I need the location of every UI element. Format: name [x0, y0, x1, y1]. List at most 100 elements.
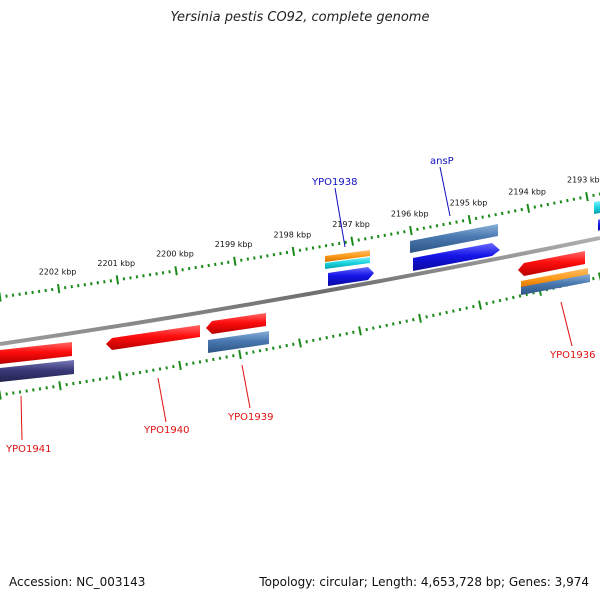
- scale-label: 2197 kbp: [332, 220, 370, 229]
- outer-scale-minor-tick: [214, 262, 217, 267]
- inner-scale-minor-tick: [258, 349, 262, 353]
- inner-scale-minor-tick: [225, 355, 228, 359]
- inner-scale-minor-tick: [85, 379, 88, 384]
- gene-ypo1939-feature[interactable]: [206, 313, 269, 353]
- inner-scale-minor-tick: [345, 331, 348, 336]
- inner-scale-minor-tick: [218, 356, 222, 360]
- gene-cyan-edge: [594, 201, 600, 214]
- inner-scale-minor-tick: [265, 347, 268, 352]
- inner-scale-minor-tick: [165, 366, 168, 370]
- inner-scale-minor-tick: [492, 300, 495, 304]
- outer-scale-minor-tick: [70, 285, 73, 289]
- gene-label-ansp[interactable]: ansP: [430, 156, 454, 167]
- outer-scale-minor-tick: [513, 209, 517, 213]
- label-leaders: [20, 166, 573, 441]
- gene-red-arrow: [518, 251, 585, 276]
- outer-scale-minor-tick: [396, 231, 400, 235]
- inner-scale-minor-tick: [425, 315, 428, 319]
- gene-ypo1936-feature[interactable]: [518, 251, 590, 295]
- outer-scale-minor-tick: [344, 240, 347, 244]
- outer-scale-minor-tick: [487, 214, 491, 218]
- inner-scale-minor-tick: [212, 357, 215, 362]
- gene-label-ypo1938[interactable]: YPO1938: [311, 177, 357, 188]
- outer-scale-minor-tick: [331, 242, 334, 247]
- outer-scale-major-tick: [291, 246, 296, 256]
- outer-scale-minor-tick: [533, 205, 537, 209]
- gene-ypo1941-feature[interactable]: [0, 342, 74, 382]
- inner-scale-minor-tick: [185, 362, 188, 366]
- map-title: Yersinia pestis CO92, complete genome: [170, 10, 430, 25]
- gene-blue-arrow: [413, 243, 500, 271]
- gene-label-ypo1940[interactable]: YPO1940: [143, 425, 189, 436]
- inner-scale-minor-tick: [505, 297, 508, 301]
- outer-scale-major-tick: [467, 215, 472, 225]
- gene-label-ypo1939[interactable]: YPO1939: [227, 412, 273, 423]
- outer-scale-minor-tick: [507, 210, 510, 214]
- inner-scale-minor-tick: [405, 319, 408, 323]
- outer-scale-minor-tick: [285, 250, 289, 255]
- gene-ansp-feature[interactable]: [410, 224, 500, 271]
- gene-label-ypo1936[interactable]: YPO1936: [549, 350, 595, 361]
- inner-scale-minor-tick: [12, 391, 15, 395]
- inner-scale-minor-tick: [465, 306, 468, 310]
- outer-scale-minor-tick: [11, 293, 15, 297]
- inner-scale-major-tick: [0, 390, 2, 400]
- outer-scale-major-tick: [350, 236, 354, 246]
- inner-scale-minor-tick: [158, 367, 162, 371]
- outer-scale-minor-tick: [279, 251, 282, 256]
- outer-scale-minor-tick: [474, 216, 478, 221]
- scale-label: 2199 kbp: [215, 240, 253, 249]
- inner-scale-minor-tick: [132, 371, 135, 376]
- gene-red-bar: [0, 342, 72, 364]
- inner-scale-minor-tick: [198, 360, 202, 364]
- inner-scale-minor-tick: [125, 373, 128, 377]
- gene-ypo1940-arrow[interactable]: [106, 325, 200, 350]
- inner-scale-minor-tick: [105, 376, 108, 380]
- inner-scale-minor-tick: [412, 318, 415, 322]
- inner-scale-minor-tick: [485, 301, 488, 306]
- inner-scale-minor-tick: [45, 386, 48, 390]
- inner-scale-minor-tick: [498, 298, 502, 303]
- outer-scale-major-tick: [57, 283, 61, 294]
- inner-scale-minor-tick: [325, 336, 328, 340]
- outer-scale-minor-tick: [364, 237, 367, 241]
- genome-backbone: [0, 236, 600, 346]
- scale-label: 2202 kbp: [39, 268, 77, 277]
- inner-scale-minor-tick: [232, 354, 235, 358]
- outer-scale-minor-tick: [259, 255, 263, 259]
- inner-scale-minor-tick: [145, 369, 148, 373]
- outer-scale-minor-tick: [187, 267, 191, 271]
- scale-label: 2195 kbp: [450, 199, 488, 208]
- outer-scale-minor-tick: [494, 213, 497, 217]
- outer-scale-minor-tick: [422, 226, 426, 230]
- gene-ypo1938-feature[interactable]: [325, 250, 374, 286]
- outer-scale-minor-tick: [311, 246, 315, 250]
- inner-scale-minor-tick: [72, 381, 75, 386]
- inner-scale-minor-tick: [278, 345, 282, 349]
- outer-scale-minor-tick: [377, 234, 380, 239]
- inner-scale-minor-tick: [32, 388, 35, 392]
- inner-scale-minor-tick: [245, 351, 248, 355]
- inner-scale-major-tick: [597, 272, 600, 282]
- gene-label-ypo1941[interactable]: YPO1941: [5, 444, 51, 455]
- outer-scale-minor-tick: [220, 261, 223, 265]
- inner-scale-minor-tick: [365, 327, 368, 332]
- inner-scale-minor-tick: [5, 392, 8, 396]
- inner-scale-minor-tick: [52, 385, 55, 389]
- outer-scale-minor-tick: [161, 271, 165, 275]
- gene-red-arrow: [206, 313, 266, 334]
- scale-label: 2193 kbp: [567, 176, 600, 185]
- outer-scale-minor-tick: [383, 233, 386, 237]
- inner-scale-minor-tick: [252, 350, 255, 354]
- outer-scale-minor-tick: [455, 220, 458, 224]
- outer-scale-minor-tick: [481, 215, 484, 219]
- gene-steel-bar: [521, 274, 590, 295]
- scale-label: 2200 kbp: [156, 250, 194, 259]
- inner-scale-minor-tick: [312, 338, 315, 343]
- outer-scale-major-tick: [0, 292, 2, 302]
- outer-scale-minor-tick: [324, 244, 328, 248]
- outer-scale-minor-tick: [448, 221, 452, 225]
- outer-scale-minor-tick: [109, 279, 113, 283]
- inner-scale-major-tick: [178, 360, 182, 371]
